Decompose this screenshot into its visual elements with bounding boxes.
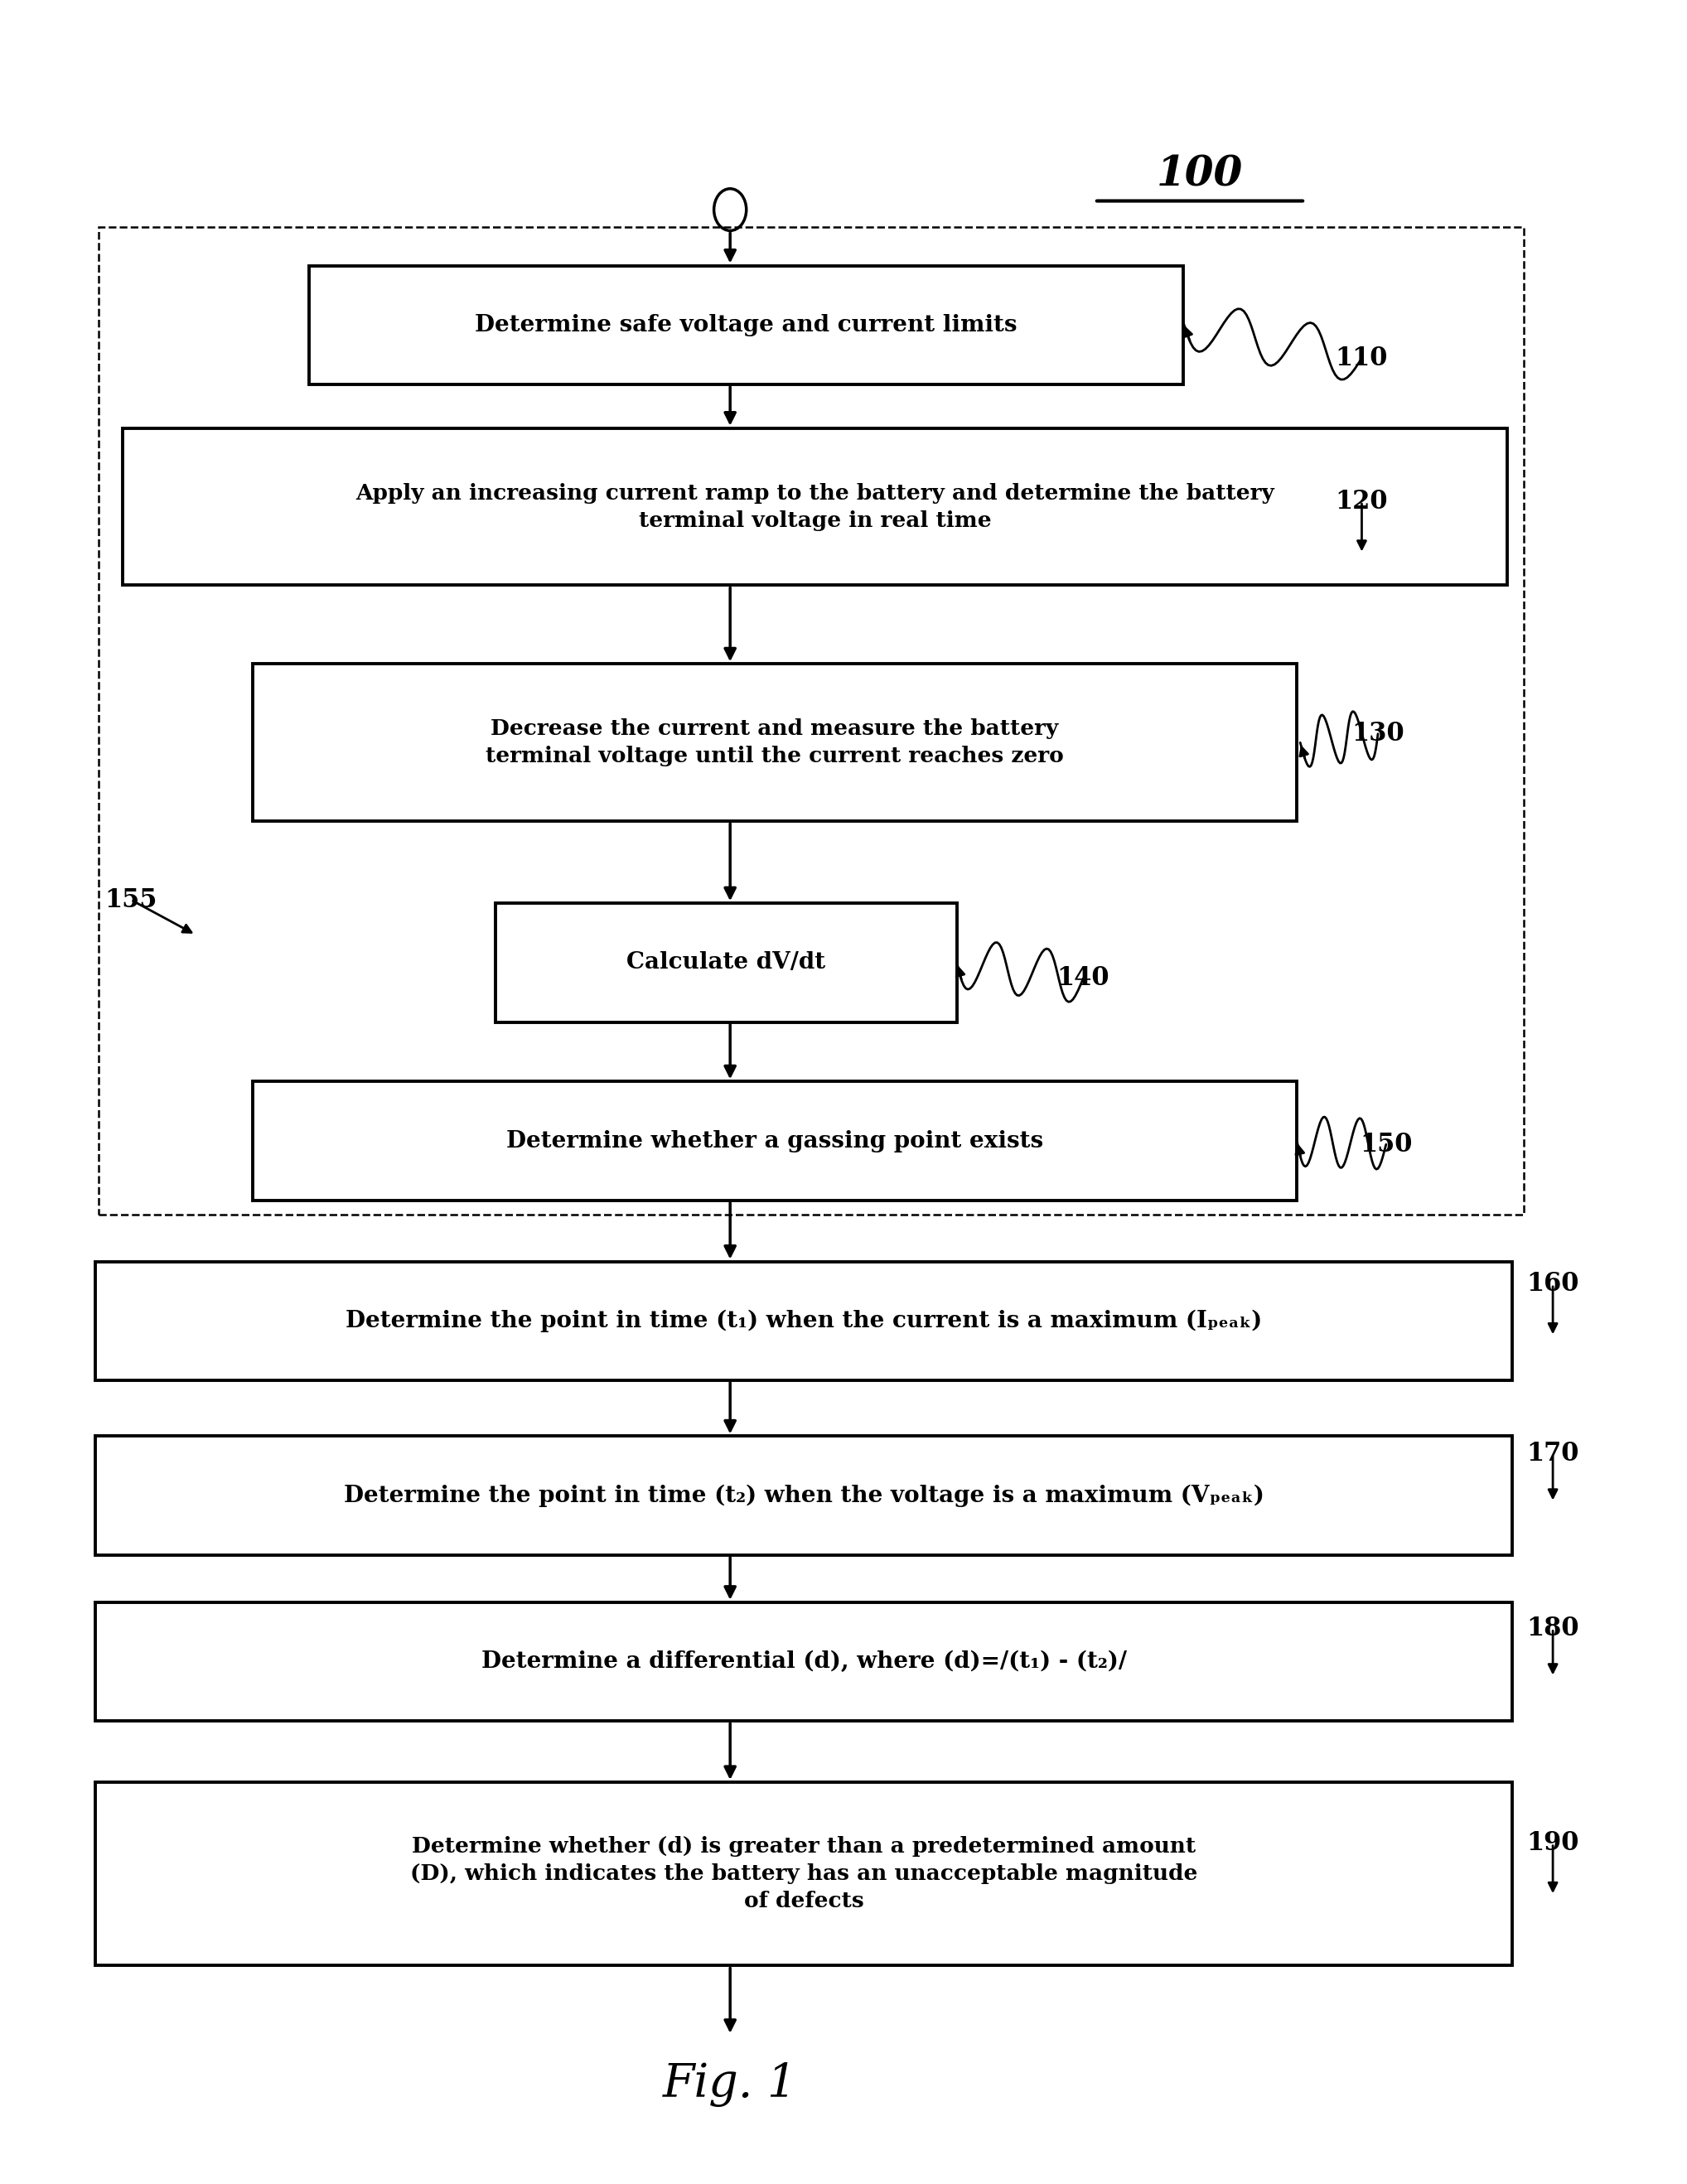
FancyBboxPatch shape [98, 227, 1523, 1214]
Text: 190: 190 [1527, 1830, 1579, 1856]
Text: 180: 180 [1527, 1616, 1579, 1640]
FancyBboxPatch shape [94, 1437, 1512, 1555]
FancyBboxPatch shape [309, 266, 1184, 384]
Text: 160: 160 [1527, 1271, 1579, 1297]
FancyBboxPatch shape [94, 1782, 1512, 1966]
Text: 100: 100 [1157, 155, 1243, 194]
Text: Determine a differential (d), where (d)=/(t₁) - (t₂)/: Determine a differential (d), where (d)=… [481, 1651, 1127, 1673]
Text: Determine the point in time (t₁) when the current is a maximum (Iₚₑₐₖ): Determine the point in time (t₁) when th… [346, 1310, 1262, 1332]
FancyBboxPatch shape [94, 1603, 1512, 1721]
FancyBboxPatch shape [94, 1262, 1512, 1380]
Text: Determine the point in time (t₂) when the voltage is a maximum (Vₚₑₐₖ): Determine the point in time (t₂) when th… [344, 1485, 1264, 1507]
Text: Decrease the current and measure the battery
terminal voltage until the current : Decrease the current and measure the bat… [486, 719, 1064, 767]
Text: 130: 130 [1351, 721, 1404, 747]
Text: Determine safe voltage and current limits: Determine safe voltage and current limit… [476, 314, 1017, 336]
Text: 170: 170 [1527, 1441, 1579, 1465]
Text: 110: 110 [1336, 345, 1388, 371]
Text: 140: 140 [1056, 965, 1110, 992]
FancyBboxPatch shape [253, 664, 1297, 821]
FancyBboxPatch shape [253, 1081, 1297, 1201]
Text: 155: 155 [105, 887, 157, 913]
Text: Calculate dV/dt: Calculate dV/dt [626, 952, 825, 974]
Text: Fig. 1: Fig. 1 [663, 2062, 798, 2108]
FancyBboxPatch shape [123, 428, 1508, 585]
Text: 120: 120 [1336, 489, 1388, 513]
Text: 150: 150 [1360, 1131, 1412, 1158]
Text: Determine whether (d) is greater than a predetermined amount
(D), which indicate: Determine whether (d) is greater than a … [410, 1837, 1198, 1911]
Text: Apply an increasing current ramp to the battery and determine the battery
termin: Apply an increasing current ramp to the … [356, 483, 1274, 531]
Text: Determine whether a gassing point exists: Determine whether a gassing point exists [506, 1129, 1043, 1153]
FancyBboxPatch shape [496, 904, 957, 1022]
